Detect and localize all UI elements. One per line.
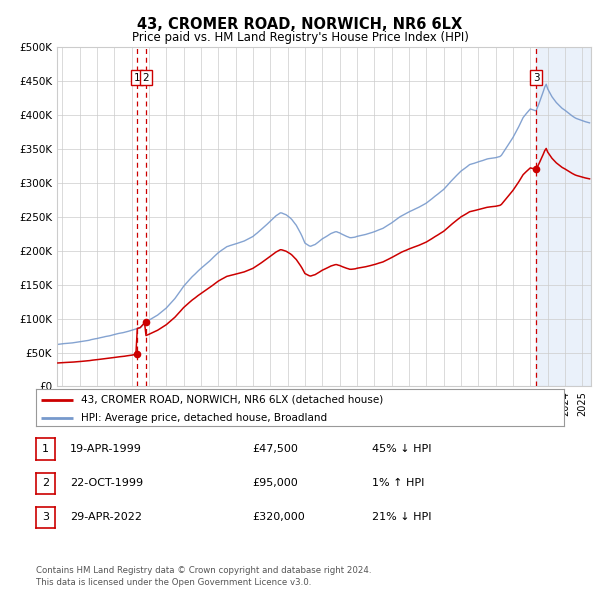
Text: 1: 1 xyxy=(42,444,49,454)
Text: 29-APR-2022: 29-APR-2022 xyxy=(70,513,142,522)
Text: 3: 3 xyxy=(42,513,49,522)
Text: 43, CROMER ROAD, NORWICH, NR6 6LX: 43, CROMER ROAD, NORWICH, NR6 6LX xyxy=(137,17,463,31)
Text: £95,000: £95,000 xyxy=(252,478,298,488)
Text: Contains HM Land Registry data © Crown copyright and database right 2024.
This d: Contains HM Land Registry data © Crown c… xyxy=(36,566,371,587)
Text: 2: 2 xyxy=(142,73,149,83)
Text: 21% ↓ HPI: 21% ↓ HPI xyxy=(372,513,431,522)
Bar xyxy=(536,47,591,386)
Text: £47,500: £47,500 xyxy=(252,444,298,454)
Text: Price paid vs. HM Land Registry's House Price Index (HPI): Price paid vs. HM Land Registry's House … xyxy=(131,31,469,44)
Text: 22-OCT-1999: 22-OCT-1999 xyxy=(70,478,143,488)
Text: 1% ↑ HPI: 1% ↑ HPI xyxy=(372,478,424,488)
Text: 1: 1 xyxy=(133,73,140,83)
Text: 43, CROMER ROAD, NORWICH, NR6 6LX (detached house): 43, CROMER ROAD, NORWICH, NR6 6LX (detac… xyxy=(81,395,383,405)
Text: HPI: Average price, detached house, Broadland: HPI: Average price, detached house, Broa… xyxy=(81,413,327,423)
Text: 19-APR-1999: 19-APR-1999 xyxy=(70,444,142,454)
Text: 2: 2 xyxy=(42,478,49,488)
Text: £320,000: £320,000 xyxy=(252,513,305,522)
Text: 45% ↓ HPI: 45% ↓ HPI xyxy=(372,444,431,454)
Text: 3: 3 xyxy=(533,73,539,83)
